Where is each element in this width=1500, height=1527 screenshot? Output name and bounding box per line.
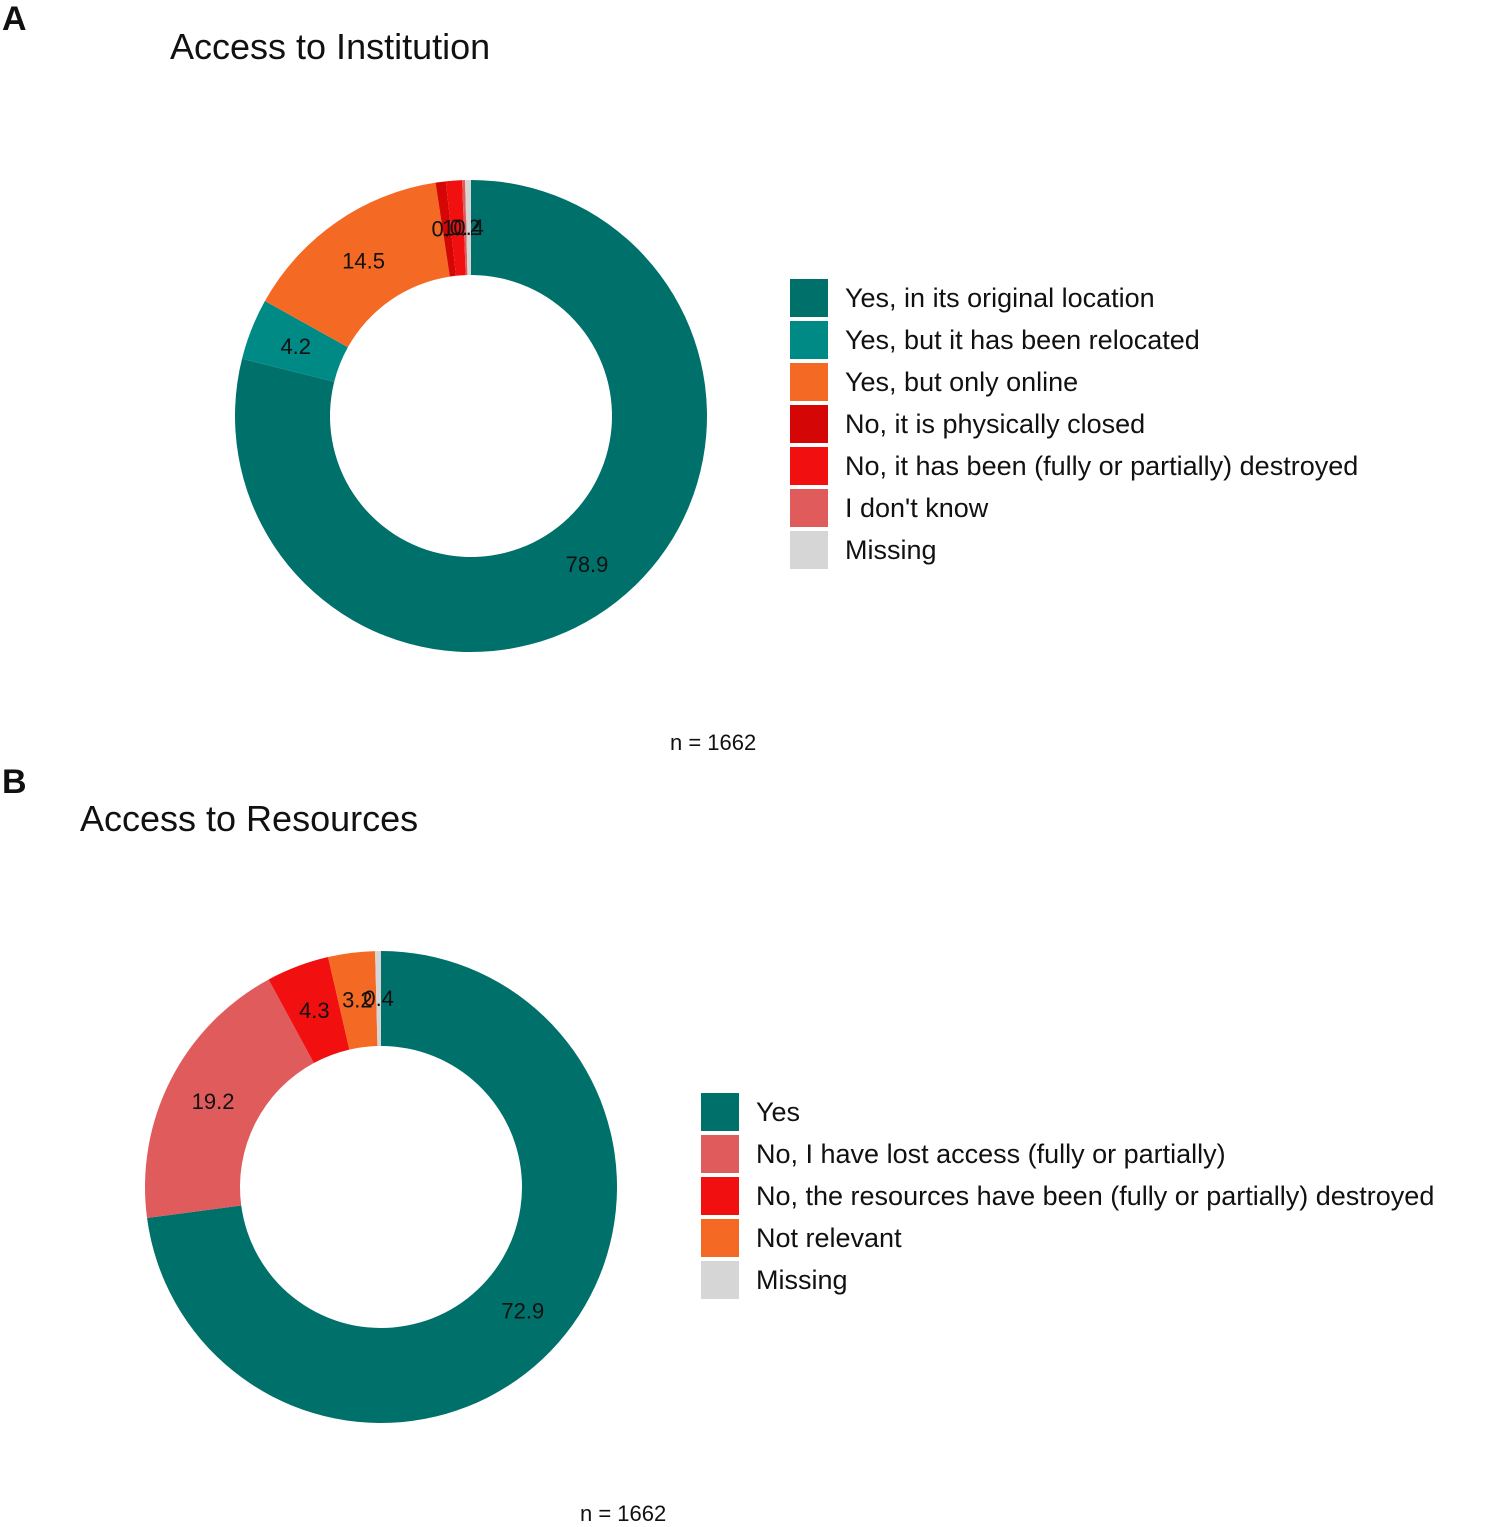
slice-data-label: 0.4 [453, 215, 484, 240]
legend-color-key [790, 321, 828, 359]
legend-item: Missing [790, 529, 1358, 571]
panel-letter: A [2, 0, 27, 38]
legend-item: Yes, but it has been relocated [790, 319, 1358, 361]
legend-color-key [701, 1135, 739, 1173]
legend-item: No, the resources have been (fully or pa… [701, 1175, 1434, 1217]
slice-data-label: 19.2 [192, 1089, 235, 1114]
donut-chart: 72.9 19.2 4.3 3.20.4 [145, 951, 617, 1423]
legend-item: Yes [701, 1091, 1434, 1133]
legend-item: Yes, in its original location [790, 277, 1358, 319]
donut-slice [328, 951, 378, 1050]
slice-data-label: 72.9 [501, 1299, 544, 1324]
slice-data-label: 78.9 [566, 552, 609, 577]
legend-label: Yes, but only online [845, 366, 1079, 397]
panel-b: B Access to Resources 72.9 19.2 4.3 3.2 0.4 … [0, 763, 1500, 1526]
slice-data-label: 4.2 [280, 334, 311, 359]
chart-title: Access to Institution [170, 26, 491, 67]
donut-slice [462, 180, 468, 276]
chart-legend: Yes No, I have lost access (fully or part… [701, 1091, 1434, 1301]
legend-label: No, it has been (fully or partially) des… [845, 450, 1359, 481]
legend-label: Yes, in its original location [845, 282, 1155, 313]
donut-slice [268, 957, 350, 1064]
legend-label: Yes, but it has been relocated [845, 324, 1200, 355]
legend-item: Missing [701, 1259, 1434, 1301]
panel-a: A Access to Institution 78.9 4.2 14.5 0.7 1.… [0, 0, 1500, 763]
chart-title: Access to Resources [80, 798, 419, 839]
sample-size-caption: n = 1662 [580, 1501, 667, 1526]
legend-label: I don't know [845, 492, 989, 523]
legend-item: No, it is physically closed [790, 403, 1358, 445]
slice-data-label: 0.2 [450, 215, 481, 240]
donut-chart: 78.94.214.50.71.10.20.4 [235, 180, 707, 652]
legend-label: No, I have lost access (fully or partial… [756, 1138, 1226, 1169]
legend-item: Not relevant [701, 1217, 1434, 1259]
legend-item: No, it has been (fully or partially) des… [790, 445, 1358, 487]
sample-size-caption: n = 1662 [670, 730, 757, 755]
legend-label: Yes [756, 1096, 801, 1127]
legend-color-key [790, 447, 828, 485]
legend-item: I don't know [790, 487, 1358, 529]
legend-color-key [701, 1093, 739, 1131]
donut-slice [435, 181, 456, 277]
legend-color-key [790, 489, 828, 527]
donut-slice [235, 180, 707, 652]
legend-label: Not relevant [756, 1222, 902, 1253]
slice-data-label: 14.5 [342, 249, 385, 274]
legend-color-key [701, 1261, 739, 1299]
legend-item: No, I have lost access (fully or partial… [701, 1133, 1434, 1175]
legend-label: Missing [756, 1264, 848, 1295]
legend-color-key [790, 363, 828, 401]
legend-label: No, the resources have been (fully or pa… [756, 1180, 1435, 1211]
donut-slice [264, 182, 450, 348]
donut-slice [147, 951, 617, 1423]
slice-data-label: 3.2 [342, 987, 373, 1012]
slice-data-label: 4.3 [299, 998, 330, 1023]
legend-color-key [790, 405, 828, 443]
donut-slice [445, 180, 466, 276]
donut-slice [375, 951, 381, 1047]
donut-slice [145, 979, 314, 1219]
slice-data-label: 0.4 [363, 986, 394, 1011]
legend-label: Missing [845, 534, 937, 565]
panel-letter: B [2, 763, 27, 801]
legend-color-key [701, 1177, 739, 1215]
legend-color-key [701, 1219, 739, 1257]
donut-slice [242, 301, 348, 382]
legend-label: No, it is physically closed [845, 408, 1146, 439]
legend-color-key [790, 531, 828, 569]
donut-slice [465, 180, 471, 276]
legend-item: Yes, but only online [790, 361, 1358, 403]
chart-legend: Yes, in its original location Yes, but it… [790, 277, 1358, 571]
legend-color-key [790, 279, 828, 317]
